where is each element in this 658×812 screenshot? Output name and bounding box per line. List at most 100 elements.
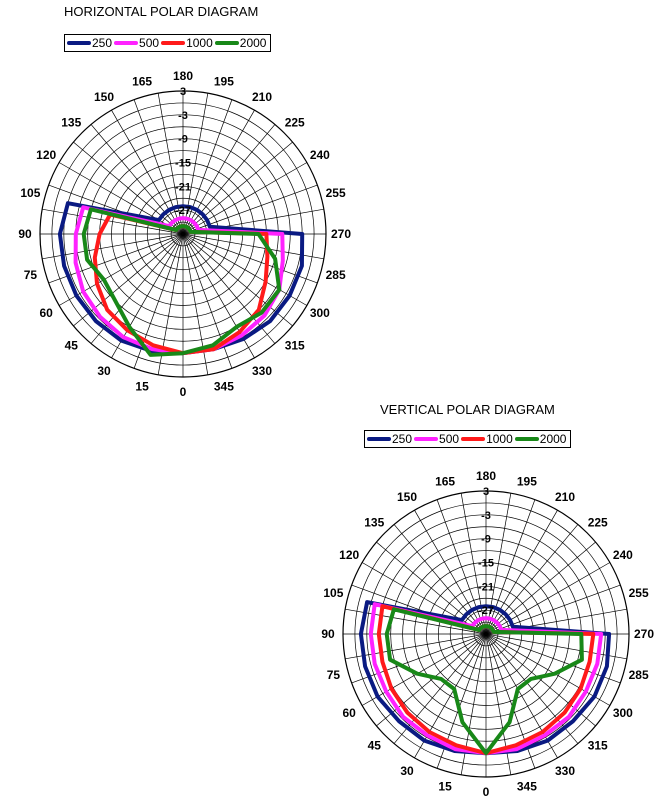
- grid-spoke: [376, 541, 487, 635]
- vertical-polar-plot: 3 -3 -9 -15 -21 -27 0 15 30 45 60 75 90 105 120 135 150 1…: [321, 469, 654, 799]
- radial-tick-label: -15: [175, 158, 191, 170]
- legend-item: 2000: [214, 36, 266, 50]
- radial-tick-label: -27: [478, 605, 494, 617]
- angle-tick-label: 285: [629, 668, 649, 682]
- series-250-line: [57, 201, 305, 356]
- grid-spoke: [182, 233, 308, 306]
- legend-swatch: [161, 41, 186, 45]
- grid-spoke: [58, 162, 184, 235]
- legend-swatch: [214, 41, 239, 45]
- angle-tick-label: 255: [326, 186, 346, 200]
- angle-tick-label: 300: [310, 306, 330, 320]
- angle-tick-label: 135: [364, 515, 384, 529]
- grid-spoke: [90, 124, 184, 235]
- legend-swatch: [414, 437, 439, 441]
- angle-tick-label: 150: [397, 490, 417, 504]
- angle-tick-label: 15: [438, 780, 452, 794]
- radial-tick-label: 3: [483, 486, 489, 498]
- radial-tick-label: -9: [178, 134, 188, 146]
- angle-tick-label: 60: [39, 306, 53, 320]
- horizontal-polar-figure: HORIZONTAL POLAR DIAGRAM 250 500 1000 20…: [0, 0, 370, 420]
- grid-spoke: [485, 633, 611, 706]
- angle-tick-label: 345: [517, 780, 537, 794]
- angle-tick-label: 105: [20, 186, 40, 200]
- grid-spoke: [345, 633, 487, 660]
- grid-spoke: [182, 162, 308, 235]
- angle-tick-label: 150: [94, 90, 114, 104]
- grid-spoke: [111, 109, 184, 235]
- legend-swatch: [67, 41, 91, 45]
- legend-item: 500: [414, 432, 459, 446]
- series-2000-line: [81, 207, 282, 357]
- angle-tick-label: 270: [331, 227, 351, 241]
- legend-label: 2000: [539, 432, 567, 446]
- radial-tick-label: -3: [481, 510, 491, 522]
- grid-spoke: [485, 499, 536, 635]
- angle-tick-label: 315: [285, 339, 305, 353]
- angle-tick-label: 45: [65, 339, 79, 353]
- angle-tick-label: 225: [285, 115, 305, 129]
- angle-tick-label: 210: [252, 90, 272, 104]
- angle-tick-label: 300: [613, 706, 633, 720]
- angle-tick-label: 75: [24, 268, 38, 282]
- angle-tick-label: 165: [132, 74, 152, 88]
- legend-item: 250: [367, 432, 412, 446]
- legend-label: 1000: [486, 432, 513, 446]
- grid-spoke: [485, 633, 627, 660]
- angle-tick-label: 285: [326, 268, 346, 282]
- angle-tick-label: 210: [555, 490, 575, 504]
- grid-spoke: [182, 141, 293, 235]
- legend-swatch: [114, 41, 139, 45]
- grid-spoke: [485, 509, 558, 635]
- angle-tick-label: 30: [97, 364, 111, 378]
- angle-tick-label: 135: [61, 115, 81, 129]
- grid-spoke: [182, 93, 209, 235]
- angle-tick-label: 330: [555, 764, 575, 778]
- series-2000-line: [384, 607, 584, 756]
- grid-spoke: [182, 184, 318, 235]
- grid-spoke: [182, 233, 293, 327]
- grid-spoke: [376, 633, 487, 727]
- radial-tick-label: -15: [478, 558, 494, 570]
- grid-spoke: [182, 233, 276, 344]
- angle-tick-label: 240: [613, 548, 633, 562]
- radial-tick-label: -27: [175, 205, 191, 217]
- chart-legend: 250 500 1000 2000: [64, 34, 272, 52]
- grid-spoke: [485, 541, 596, 635]
- horizontal-polar-plot: 3 -3 -9 -15 -21 -27 0 15 30 45 60 75 90 105 120 135 150 1…: [18, 69, 351, 399]
- vertical-polar-figure: VERTICAL POLAR DIAGRAM 250 500 1000 2000…: [300, 398, 658, 812]
- radial-tick-label: -9: [481, 534, 491, 546]
- radial-tick-label: -21: [478, 581, 494, 593]
- grid-spoke: [361, 633, 487, 706]
- radial-tick-label: -21: [175, 181, 191, 193]
- angle-tick-label: 225: [588, 515, 608, 529]
- grid-spoke: [393, 633, 487, 744]
- angle-tick-label: 240: [310, 148, 330, 162]
- chart-title: VERTICAL POLAR DIAGRAM: [380, 402, 555, 417]
- grid-spoke: [485, 493, 512, 635]
- grid-spoke: [460, 493, 487, 635]
- grid-spoke: [485, 524, 579, 635]
- grid-spoke: [414, 509, 487, 635]
- grid-spoke: [436, 499, 487, 635]
- legend-label: 250: [392, 432, 413, 446]
- grid-spoke: [361, 562, 487, 635]
- grid-spoke: [73, 233, 184, 327]
- angle-tick-label: 165: [435, 474, 455, 488]
- angle-tick-label: 75: [327, 668, 341, 682]
- legend-swatch: [461, 437, 486, 441]
- angle-tick-label: 315: [588, 739, 608, 753]
- angle-tick-label: 330: [252, 364, 272, 378]
- angle-tick-label: 90: [18, 227, 32, 241]
- grid-spoke: [182, 109, 255, 235]
- grid-spoke: [58, 233, 184, 306]
- grid-spoke: [351, 633, 487, 684]
- legend-item: 500: [114, 36, 159, 50]
- grid-spoke: [182, 233, 318, 284]
- angle-tick-label: 105: [323, 586, 343, 600]
- legend-item: 1000: [461, 432, 513, 446]
- angle-tick-label: 15: [135, 380, 149, 394]
- legend-label: 500: [439, 432, 460, 446]
- angle-tick-label: 45: [368, 739, 382, 753]
- legend-label: 1000: [186, 36, 213, 50]
